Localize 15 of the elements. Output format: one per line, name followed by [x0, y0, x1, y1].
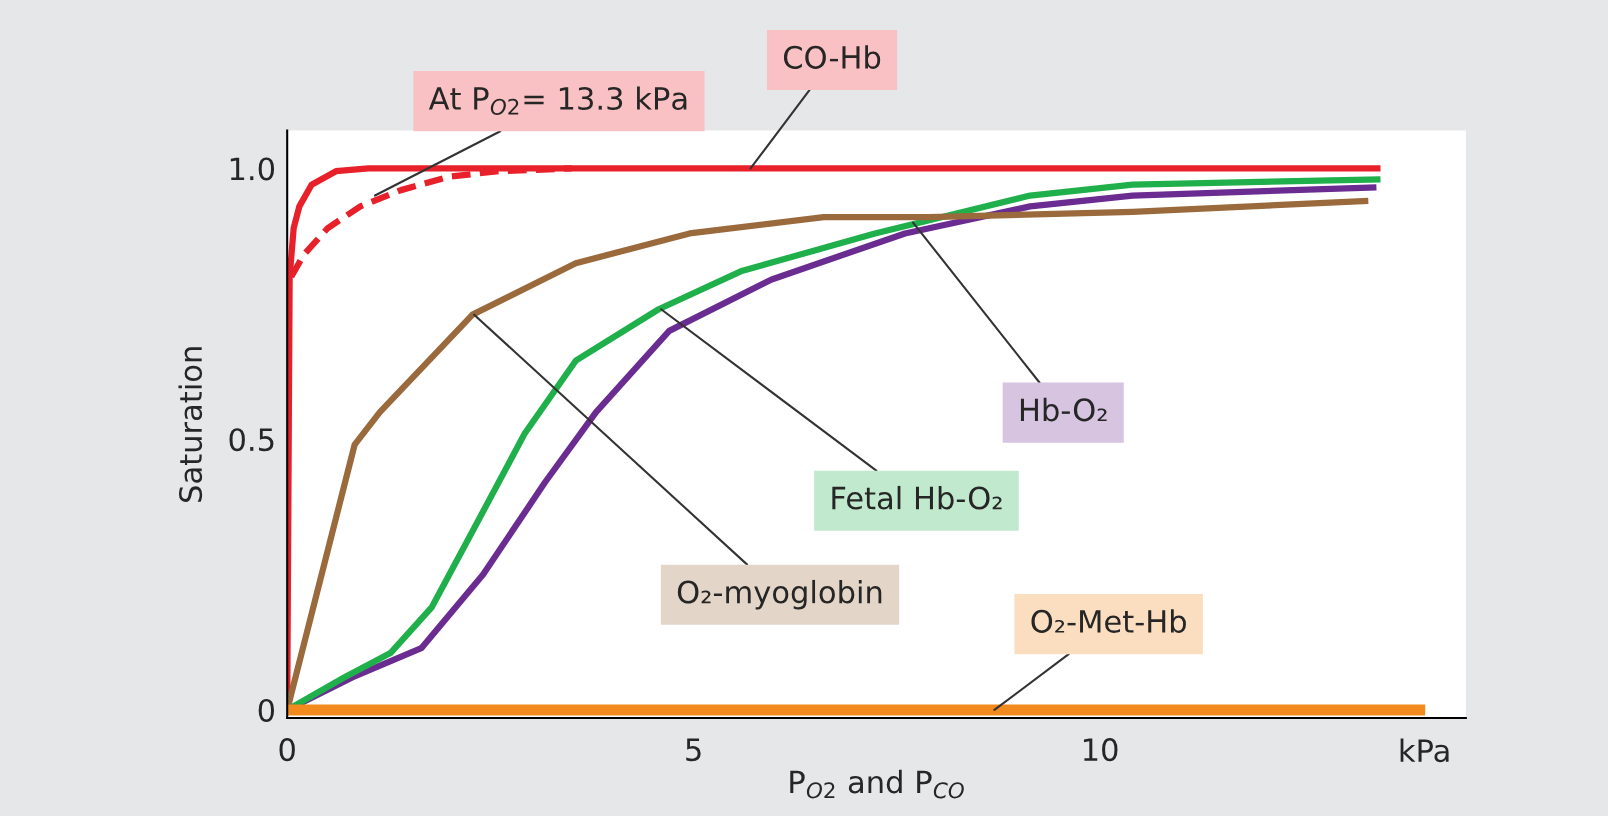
annotation: O₂-Met-Hb [1031, 609, 1186, 633]
y-tick-label: 0.5 [229, 428, 274, 452]
x-axis-title: P$_{O2}$ and P$_{CO}$ [790, 769, 964, 799]
x-tick-label: 0 [279, 738, 295, 762]
x-tick-label: 10 [1083, 738, 1118, 762]
annotation: Fetal Hb-O₂ [832, 485, 1002, 510]
y-tick-label: 1.0 [230, 157, 275, 181]
y-axis-title: Saturation [178, 347, 203, 502]
text: kPa [1400, 738, 1449, 763]
annotation: CO-Hb [783, 45, 881, 69]
x-tick-label: 5 [686, 738, 701, 762]
annotation: At P$_{O2}$= 13.3 kPa [428, 86, 687, 115]
annotation: O₂-myoglobin [677, 579, 882, 610]
y-tick-label: 0 [258, 698, 275, 722]
annotation: Hb-O₂ [1020, 397, 1107, 422]
